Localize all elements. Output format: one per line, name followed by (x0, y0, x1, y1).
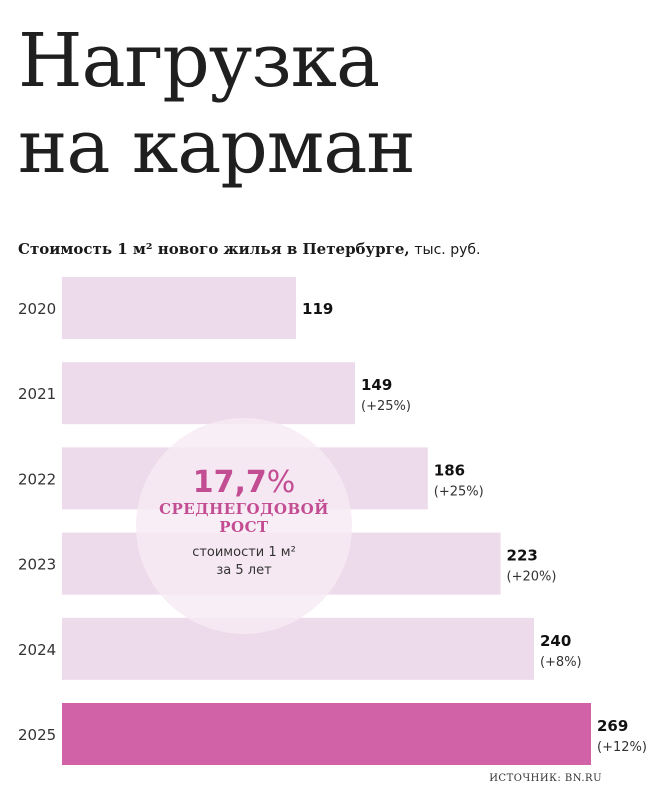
callout-caption-4: за 5 лет (216, 563, 272, 578)
unit-label: тыс. руб. (414, 242, 481, 258)
change-label: (+25%) (434, 484, 484, 499)
callout-caption-3: стоимости 1 м² (192, 545, 296, 560)
year-label: 2020 (18, 300, 56, 318)
title-line-2: на карман (18, 104, 416, 190)
value-label: 149 (361, 376, 392, 394)
bar-2025 (62, 703, 591, 765)
bar-2024 (62, 617, 534, 680)
value-label: 186 (434, 461, 465, 479)
value-label: 269 (597, 717, 628, 735)
year-label: 2025 (18, 726, 56, 744)
year-label: 2024 (18, 641, 56, 659)
value-label: 240 (540, 632, 571, 650)
change-label: (+25%) (361, 399, 411, 414)
bar-2020 (62, 277, 297, 339)
value-label: 223 (507, 547, 538, 565)
callout-value: 17,7% (193, 465, 296, 500)
change-label: (+8%) (540, 655, 582, 670)
page-title: Нагрузка на карман (18, 18, 416, 190)
chart-subtitle: Стоимость 1 м² нового жилья в Петербурге… (18, 240, 480, 258)
year-label: 2022 (18, 470, 56, 488)
source-note: ИСТОЧНИК: BN.RU (489, 773, 602, 784)
subtitle-text: Стоимость 1 м² нового жилья в Петербурге… (18, 240, 410, 258)
callout-caption-1: СРЕДНЕГОДОВОЙ (159, 499, 329, 518)
year-label: 2023 (18, 556, 56, 574)
year-label: 2021 (18, 385, 56, 403)
change-label: (+12%) (597, 740, 646, 755)
value-label: 119 (302, 300, 333, 318)
bar-2021 (62, 362, 356, 425)
change-label: (+20%) (507, 570, 557, 585)
callout-caption-2: РОСТ (219, 518, 269, 536)
callout-circle (136, 418, 352, 634)
title-line-1: Нагрузка (18, 18, 380, 104)
